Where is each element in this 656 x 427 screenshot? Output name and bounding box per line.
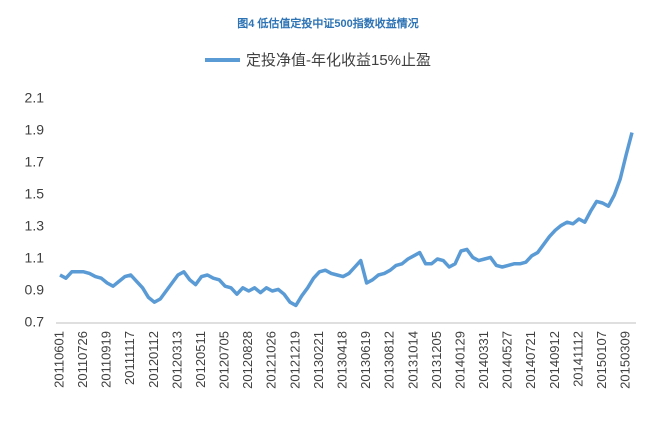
x-tick-label: 20140721 [523,331,538,389]
x-tick-label: 20110919 [99,331,114,388]
x-tick-label: 20130418 [334,331,349,389]
y-tick-label: 2.1 [25,90,45,106]
y-tick-label: 0.9 [25,282,45,298]
chart-title: 图4 低估值定投中证500指数收益情况 [237,16,419,30]
x-tick-label: 20120828 [240,331,255,389]
y-tick-label: 1.7 [25,154,45,170]
x-tick-label: 20140527 [500,331,515,389]
y-tick-label: 1.1 [25,250,45,266]
y-tick-label: 0.7 [25,314,45,330]
x-tick-label: 20130221 [311,331,326,389]
x-tick-label: 20120313 [169,331,184,389]
x-tick-label: 20140331 [476,331,491,389]
x-tick-label: 20110726 [75,331,90,388]
x-tick-label: 20131014 [405,331,420,389]
data-line [59,132,634,308]
x-tick-label: 20130812 [382,331,397,389]
x-tick-label: 20111117 [122,331,137,385]
y-tick-label: 1.3 [25,218,45,234]
x-tick-label: 20140912 [547,331,562,389]
x-tick-label: 20120511 [193,331,208,388]
x-tick-label: 20150107 [594,331,609,389]
x-tick-label: 20131205 [429,331,444,389]
x-tick-label: 20130619 [358,331,373,389]
x-tick-label: 20121026 [264,331,279,389]
y-tick-label: 1.5 [25,186,45,202]
x-tick-label: 20121219 [287,331,302,389]
x-tick-label: 20120112 [146,331,161,388]
x-tick-label: 20140129 [452,331,467,389]
x-tick-label: 20141112 [570,331,585,387]
legend-label: 定投净值-年化收益15%止盈 [246,52,431,69]
x-tick-label: 20110601 [51,331,66,388]
x-tick-label: 20150309 [618,331,633,389]
y-tick-label: 1.9 [25,122,45,138]
x-tick-label: 20120705 [217,331,232,389]
